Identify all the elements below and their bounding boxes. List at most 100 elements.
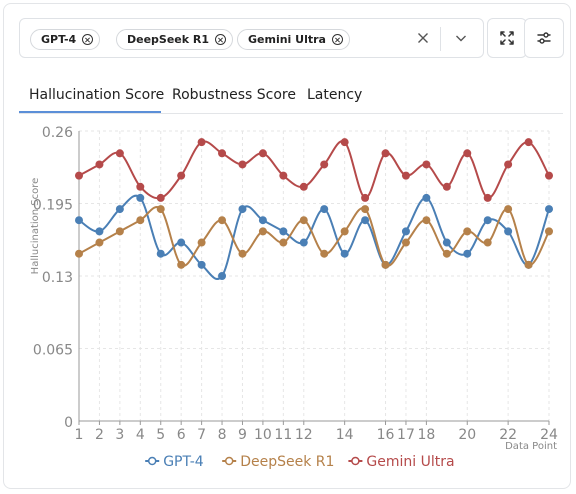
- data-point-deepseek-r1[interactable]: [218, 216, 227, 225]
- data-point-deepseek-r1[interactable]: [524, 260, 533, 269]
- data-point-gpt-4[interactable]: [238, 205, 247, 214]
- x-tick-label: 8: [218, 427, 227, 443]
- x-tick-label: 7: [197, 427, 206, 443]
- data-point-deepseek-r1[interactable]: [545, 227, 553, 236]
- chip-remove-icon[interactable]: [331, 34, 343, 45]
- data-point-deepseek-r1[interactable]: [320, 249, 329, 258]
- data-point-deepseek-r1[interactable]: [422, 216, 431, 225]
- data-point-deepseek-r1[interactable]: [483, 238, 492, 247]
- legend-item[interactable]: DeepSeek R1: [222, 454, 334, 470]
- tab-hallucination-score[interactable]: Hallucination Score: [19, 76, 164, 113]
- data-point-gpt-4[interactable]: [156, 249, 165, 258]
- data-point-gpt-4[interactable]: [299, 238, 308, 247]
- data-point-gemini-ultra[interactable]: [197, 138, 206, 147]
- model-multiselect[interactable]: GPT-4 DeepSeek R1 Gemini Ultra: [19, 18, 484, 58]
- data-point-deepseek-r1[interactable]: [197, 238, 206, 247]
- data-point-gemini-ultra[interactable]: [483, 193, 492, 202]
- tab-robustness-score[interactable]: Robustness Score: [172, 87, 296, 103]
- data-point-deepseek-r1[interactable]: [463, 227, 472, 236]
- data-point-gemini-ultra[interactable]: [136, 182, 145, 191]
- data-point-gemini-ultra[interactable]: [279, 171, 288, 180]
- data-point-gpt-4[interactable]: [136, 193, 145, 202]
- data-point-gemini-ultra[interactable]: [442, 182, 451, 191]
- data-point-deepseek-r1[interactable]: [361, 205, 370, 214]
- data-point-deepseek-r1[interactable]: [340, 227, 349, 236]
- data-point-deepseek-r1[interactable]: [238, 249, 247, 258]
- data-point-gpt-4[interactable]: [258, 216, 267, 225]
- data-point-gpt-4[interactable]: [115, 205, 124, 214]
- fullscreen-button[interactable]: [487, 18, 527, 58]
- data-point-deepseek-r1[interactable]: [299, 216, 308, 225]
- data-point-gemini-ultra[interactable]: [422, 160, 431, 169]
- chip-remove-icon[interactable]: [82, 34, 94, 45]
- x-tick-label: 10: [254, 427, 272, 443]
- legend-label: GPT-4: [163, 454, 204, 470]
- data-point-gemini-ultra[interactable]: [299, 182, 308, 191]
- data-point-gemini-ultra[interactable]: [340, 138, 349, 147]
- data-point-deepseek-r1[interactable]: [279, 238, 288, 247]
- chip-label: Gemini Ultra: [248, 33, 326, 46]
- data-point-gpt-4[interactable]: [504, 227, 513, 236]
- x-tick-label: 17: [397, 427, 415, 443]
- filter-settings-button[interactable]: [524, 18, 564, 58]
- data-point-deepseek-r1[interactable]: [442, 249, 451, 258]
- data-point-gpt-4[interactable]: [422, 193, 431, 202]
- data-point-gpt-4[interactable]: [320, 205, 329, 214]
- x-tick-label: 9: [238, 427, 247, 443]
- data-point-deepseek-r1[interactable]: [177, 260, 186, 269]
- data-point-gemini-ultra[interactable]: [381, 149, 390, 158]
- data-point-deepseek-r1[interactable]: [95, 238, 104, 247]
- legend-item[interactable]: GPT-4: [145, 454, 204, 470]
- data-point-gemini-ultra[interactable]: [115, 149, 124, 158]
- data-point-gemini-ultra[interactable]: [156, 193, 165, 202]
- data-point-gpt-4[interactable]: [279, 227, 288, 236]
- clear-all-button[interactable]: [413, 28, 433, 48]
- data-point-gpt-4[interactable]: [401, 227, 410, 236]
- data-point-gemini-ultra[interactable]: [504, 160, 513, 169]
- data-point-gpt-4[interactable]: [197, 260, 206, 269]
- data-point-deepseek-r1[interactable]: [136, 216, 145, 225]
- data-point-gpt-4[interactable]: [442, 238, 451, 247]
- data-point-gpt-4[interactable]: [95, 227, 104, 236]
- data-point-deepseek-r1[interactable]: [75, 249, 83, 258]
- data-point-gemini-ultra[interactable]: [75, 171, 83, 180]
- data-point-gemini-ultra[interactable]: [545, 171, 553, 180]
- chip-remove-icon[interactable]: [215, 34, 227, 45]
- data-point-deepseek-r1[interactable]: [115, 227, 124, 236]
- data-point-deepseek-r1[interactable]: [156, 205, 165, 214]
- tab-latency[interactable]: Latency: [307, 87, 363, 103]
- data-point-deepseek-r1[interactable]: [381, 260, 390, 269]
- data-point-gemini-ultra[interactable]: [320, 160, 329, 169]
- x-tick-label: 12: [295, 427, 313, 443]
- x-tick-label: 20: [458, 427, 476, 443]
- legend-item[interactable]: Gemini Ultra: [348, 454, 455, 470]
- data-point-deepseek-r1[interactable]: [401, 238, 410, 247]
- data-point-gemini-ultra[interactable]: [238, 160, 247, 169]
- data-point-gpt-4[interactable]: [75, 216, 83, 225]
- data-point-gpt-4[interactable]: [340, 249, 349, 258]
- data-point-gpt-4[interactable]: [463, 249, 472, 258]
- chip-gpt-4: GPT-4: [30, 29, 101, 50]
- data-point-gemini-ultra[interactable]: [177, 171, 186, 180]
- data-point-deepseek-r1[interactable]: [258, 227, 267, 236]
- data-point-gpt-4[interactable]: [545, 205, 553, 214]
- legend-marker: [147, 456, 157, 466]
- data-point-gemini-ultra[interactable]: [258, 149, 267, 158]
- x-tick-label: 18: [417, 427, 435, 443]
- data-point-gemini-ultra[interactable]: [95, 160, 104, 169]
- series-line-gemini-ultra: [78, 140, 550, 200]
- data-point-gpt-4[interactable]: [361, 216, 370, 225]
- x-tick-label: 2: [95, 427, 104, 443]
- data-point-gemini-ultra[interactable]: [218, 149, 227, 158]
- data-point-gemini-ultra[interactable]: [401, 171, 410, 180]
- data-point-gpt-4[interactable]: [177, 238, 186, 247]
- data-point-gpt-4[interactable]: [483, 216, 492, 225]
- data-point-gpt-4[interactable]: [218, 272, 227, 280]
- data-point-gemini-ultra[interactable]: [463, 149, 472, 158]
- legend-marker: [351, 456, 360, 466]
- y-tick-label: 0.065: [33, 343, 73, 359]
- data-point-gemini-ultra[interactable]: [361, 193, 370, 202]
- data-point-deepseek-r1[interactable]: [504, 205, 513, 214]
- data-point-gemini-ultra[interactable]: [524, 138, 533, 147]
- dropdown-toggle[interactable]: [450, 28, 472, 48]
